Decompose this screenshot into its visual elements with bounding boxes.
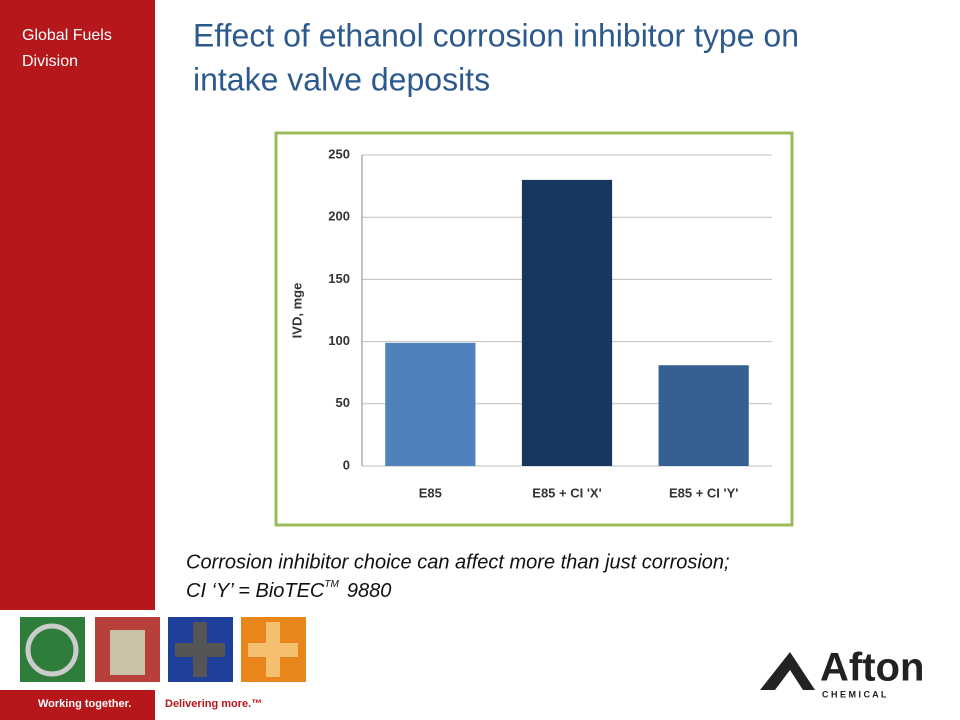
caption-sup: TM xyxy=(324,579,339,590)
bar xyxy=(521,179,613,466)
sidebar xyxy=(0,0,155,610)
y-tick-label: 150 xyxy=(328,271,350,286)
footer-right: Delivering more.™ xyxy=(165,698,262,710)
x-tick-label: E85 + CI 'X' xyxy=(532,485,601,500)
tile-icon xyxy=(175,643,225,657)
bar xyxy=(658,365,749,466)
slide-title: Effect of ethanol corrosion inhibitor ty… xyxy=(193,17,799,53)
y-tick-label: 50 xyxy=(336,395,350,410)
y-tick-label: 250 xyxy=(328,146,350,161)
division: Division xyxy=(22,53,78,70)
footer-bar xyxy=(0,690,155,720)
logo: Afton C H E M I C A L xyxy=(760,646,924,699)
logo-mark xyxy=(775,670,803,690)
caption-text: 9880 xyxy=(347,580,392,602)
caption: Corrosion inhibitor choice can affect mo… xyxy=(186,551,730,573)
division: Global Fuels xyxy=(22,27,112,44)
y-tick-label: 200 xyxy=(328,209,350,224)
logo-mark xyxy=(760,652,815,690)
y-tick-label: 0 xyxy=(343,457,350,472)
y-tick-label: 100 xyxy=(328,333,350,348)
footer-left: Working together. xyxy=(38,698,131,710)
tile-icon xyxy=(110,630,145,675)
tile-icon xyxy=(25,623,79,677)
slide-title: intake valve deposits xyxy=(193,61,490,97)
x-tick-label: E85 xyxy=(419,485,442,500)
y-axis-label: IVD, mge xyxy=(289,283,304,339)
photo-tiles xyxy=(20,617,306,682)
logo-name: Afton xyxy=(820,646,924,690)
tile-icon xyxy=(248,643,298,657)
caption-text: CI ‘Y’ = BioTEC xyxy=(186,580,325,602)
x-tick-label: E85 + CI 'Y' xyxy=(669,485,738,500)
logo-sub: C H E M I C A L xyxy=(822,689,887,699)
bar xyxy=(385,342,476,466)
caption: CI ‘Y’ = BioTECTM 9880 xyxy=(186,579,391,603)
